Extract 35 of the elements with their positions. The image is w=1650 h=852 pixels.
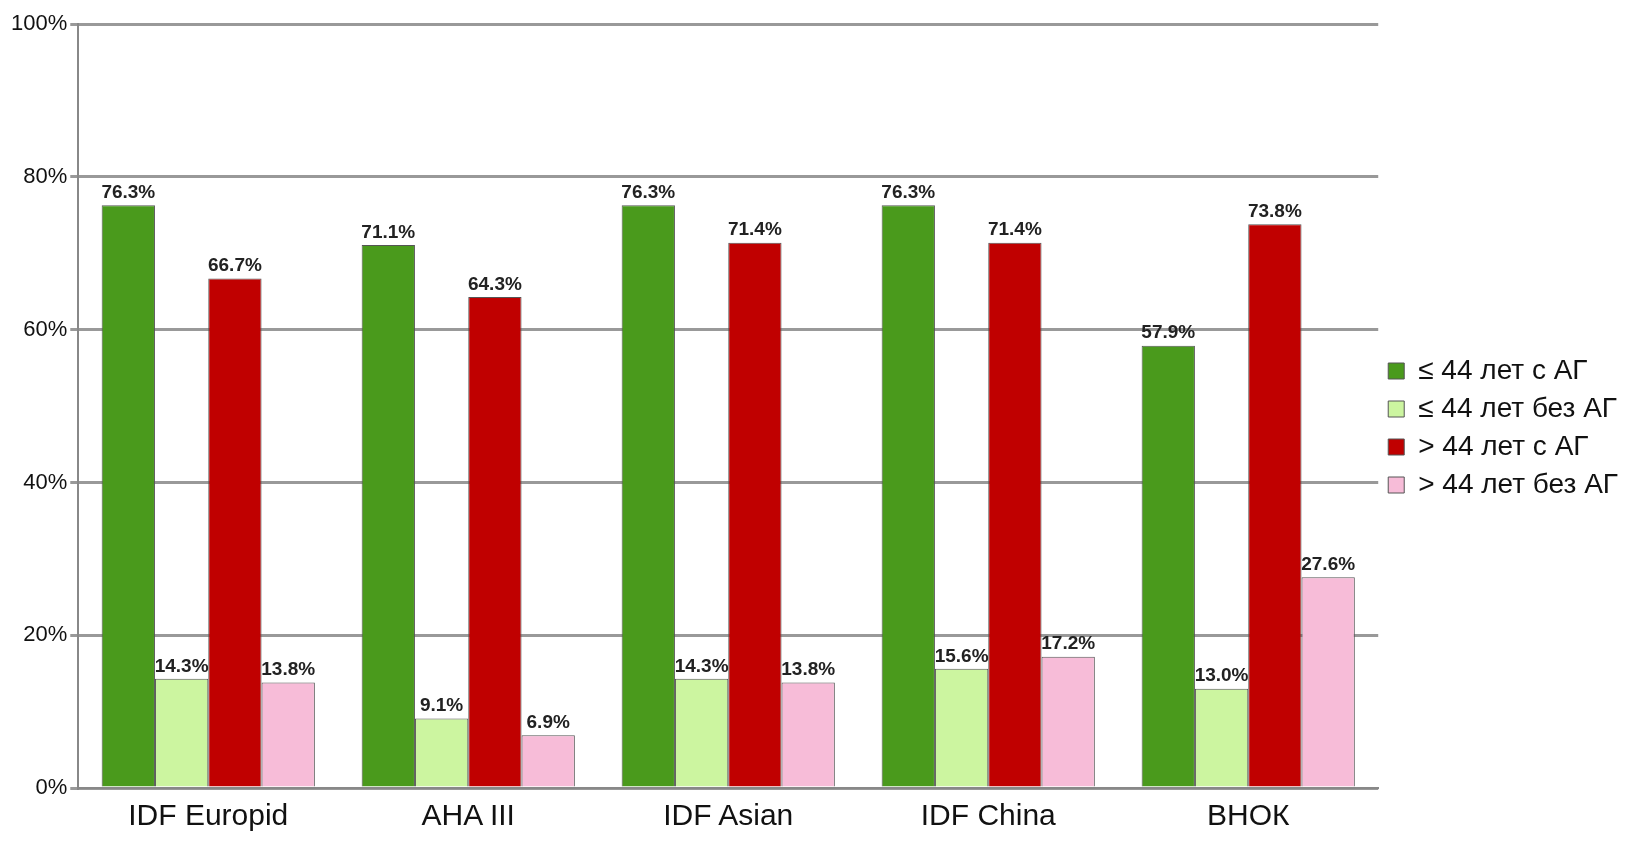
legend-label: ≤ 44 лет без АГ xyxy=(1418,391,1618,423)
data-label: 71.1% xyxy=(361,220,416,242)
data-label: 66.7% xyxy=(207,254,262,276)
y-tick-label: 20% xyxy=(23,621,68,647)
legend-label: > 44 лет с АГ xyxy=(1418,429,1589,461)
x-tick-label: AHA III xyxy=(421,798,515,832)
x-tick-label: IDF China xyxy=(920,798,1057,832)
data-label: 15.6% xyxy=(934,644,989,666)
data-label: 9.1% xyxy=(419,694,464,716)
data-label: 76.3% xyxy=(621,180,676,202)
data-label: 73.8% xyxy=(1247,200,1302,222)
data-label: 13.0% xyxy=(1194,664,1249,686)
x-tick-label: IDF Asian xyxy=(663,798,794,832)
legend-label: ≤ 44 лет с АГ xyxy=(1418,353,1588,385)
data-label: 76.3% xyxy=(101,180,156,202)
data-label: 27.6% xyxy=(1301,552,1356,574)
data-label: 14.3% xyxy=(674,654,729,676)
x-tick-label: IDF Europid xyxy=(128,798,289,832)
data-label: 14.3% xyxy=(154,654,209,676)
y-tick-label: 40% xyxy=(23,468,68,494)
data-label: 71.4% xyxy=(987,218,1042,240)
data-label: 76.3% xyxy=(881,180,936,202)
y-tick-label: 60% xyxy=(23,315,68,341)
x-tick-label: ВНОК xyxy=(1206,798,1290,832)
data-label: 71.4% xyxy=(727,218,782,240)
data-label: 13.8% xyxy=(781,658,836,680)
data-label: 57.9% xyxy=(1141,321,1196,343)
data-label: 17.2% xyxy=(1041,632,1096,654)
data-label: 64.3% xyxy=(467,272,522,294)
y-tick-label: 0% xyxy=(35,774,68,800)
data-label: 6.9% xyxy=(526,711,570,733)
data-label: 13.8% xyxy=(261,658,316,680)
y-tick-label: 80% xyxy=(23,163,68,189)
legend-label: > 44 лет без АГ xyxy=(1418,467,1619,499)
y-tick-label: 100% xyxy=(10,10,68,36)
